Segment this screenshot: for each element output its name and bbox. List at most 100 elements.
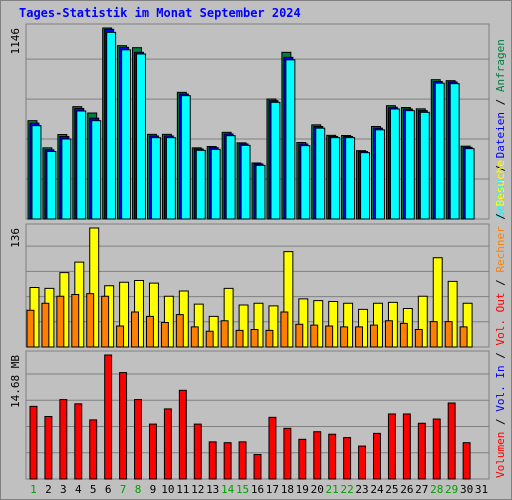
bar-besuche-day-29 (447, 280, 458, 348)
bar-seiten-day-22 (345, 137, 356, 220)
bar-rechner-day-16 (250, 329, 259, 348)
bar-rechner-day-4 (71, 294, 80, 348)
day-label-10: 10 (161, 483, 174, 496)
bar-seiten-day-2 (46, 151, 57, 220)
day-label-24: 24 (370, 483, 384, 496)
day-label-3: 3 (60, 483, 67, 496)
bar-seiten-day-6 (106, 31, 117, 220)
bar-rechner-day-24 (370, 324, 378, 348)
day-label-13: 13 (206, 483, 219, 496)
day-label-8: 8 (135, 483, 142, 496)
legend-separator: / (494, 92, 507, 112)
bar-seiten-day-14 (225, 135, 236, 220)
page-title: Tages-Statistik im Monat September 2024 (19, 6, 301, 20)
bar-besuche-day-20 (313, 300, 324, 348)
bar-volumen-day-10 (163, 408, 172, 480)
bar-volumen-day-18 (283, 427, 292, 480)
bar-seiten-day-28 (434, 82, 445, 220)
bar-volumen-day-20 (313, 431, 322, 480)
bar-seiten-day-23 (360, 152, 371, 220)
bar-volumen-day-15 (238, 441, 247, 480)
bar-seiten-day-18 (285, 59, 296, 220)
bar-rechner-day-28 (429, 321, 438, 348)
bar-volumen-day-5 (89, 419, 98, 480)
bar-rechner-day-29 (444, 321, 453, 348)
day-label-11: 11 (176, 483, 189, 496)
bar-rechner-day-9 (145, 315, 154, 348)
day-label-21: 21 (326, 483, 339, 496)
bar-volumen-day-27 (417, 422, 426, 480)
bar-volumen-day-4 (74, 403, 83, 480)
bar-seiten-day-8 (136, 53, 146, 220)
bar-volumen-day-9 (148, 423, 157, 480)
day-label-12: 12 (191, 483, 204, 496)
bar-seiten-day-25 (389, 108, 400, 220)
day-label-25: 25 (385, 483, 398, 496)
day-label-23: 23 (355, 483, 368, 496)
bar-volumen-day-29 (447, 402, 456, 480)
bar-rechner-day-21 (325, 325, 334, 348)
legend-separator: / (494, 412, 507, 432)
day-label-14: 14 (221, 483, 235, 496)
day-label-15: 15 (236, 483, 249, 496)
bar-volumen-day-8 (134, 399, 142, 480)
day-label-7: 7 (120, 483, 127, 496)
bar-besuche-day-30 (462, 302, 473, 348)
day-label-2: 2 (45, 483, 52, 496)
bar-besuche-day-14 (223, 287, 234, 348)
bar-volumen-day-11 (178, 389, 187, 480)
right-legend: Volumen / Vol. In / Vol. Out / Rechner /… (494, 160, 507, 478)
bar-rechner-day-20 (310, 324, 319, 348)
bar-besuche-day-22 (343, 302, 354, 348)
day-label-29: 29 (445, 483, 458, 496)
bar-seiten-day-7 (121, 49, 132, 220)
legend-separator: / (494, 206, 507, 226)
bar-seiten-day-11 (180, 95, 191, 220)
bar-seiten-day-20 (315, 127, 326, 220)
bar-volumen-day-19 (298, 438, 307, 480)
bar-seiten-day-21 (330, 137, 341, 220)
day-label-9: 9 (150, 483, 157, 496)
bar-besuche-day-12 (193, 303, 204, 348)
bar-seiten-day-5 (91, 120, 102, 220)
bar-volumen-day-1 (29, 405, 38, 480)
bar-seiten-day-27 (419, 111, 430, 220)
bar-rechner-day-22 (340, 326, 349, 348)
day-label-22: 22 (340, 483, 353, 496)
bar-volumen-day-17 (268, 416, 277, 480)
bar-volumen-day-6 (104, 354, 113, 480)
legend-dateien: Dateien (494, 112, 507, 158)
day-label-27: 27 (415, 483, 428, 496)
day-label-6: 6 (105, 483, 112, 496)
bar-volumen-day-14 (223, 442, 232, 480)
bar-volumen-day-25 (387, 413, 396, 480)
bar-rechner-day-11 (175, 314, 184, 348)
bar-seiten-day-3 (61, 138, 72, 220)
bar-rechner-day-25 (384, 320, 393, 348)
bar-rechner-day-7 (116, 325, 125, 348)
bar-volumen-day-2 (44, 415, 53, 480)
right-legend: Seiten / Dateien / Anfragen (494, 39, 507, 218)
legend-separator: / (494, 158, 507, 178)
bar-volumen-day-12 (193, 423, 202, 480)
bar-volumen-day-3 (59, 399, 68, 480)
bar-seiten-day-10 (165, 137, 176, 220)
bar-rechner-day-17 (265, 329, 274, 348)
bar-seiten-day-4 (76, 110, 87, 220)
bar-besuche-day-18 (283, 251, 294, 348)
bar-rechner-day-15 (235, 329, 244, 348)
day-label-28: 28 (430, 483, 443, 496)
bar-volumen-day-28 (432, 418, 441, 480)
bar-rechner-day-19 (295, 323, 304, 348)
panel-bottom-max-label: 14.68 MB (9, 355, 22, 408)
bar-volumen-day-26 (402, 413, 411, 480)
bar-volumen-day-30 (462, 442, 471, 480)
bar-seiten-day-13 (210, 148, 221, 220)
bar-seiten-day-9 (150, 137, 161, 220)
bar-seiten-day-1 (31, 125, 42, 220)
day-label-4: 4 (75, 483, 82, 496)
legend-separator: / (494, 346, 507, 366)
bar-seiten-day-30 (464, 148, 475, 220)
day-label-30: 30 (460, 483, 473, 496)
